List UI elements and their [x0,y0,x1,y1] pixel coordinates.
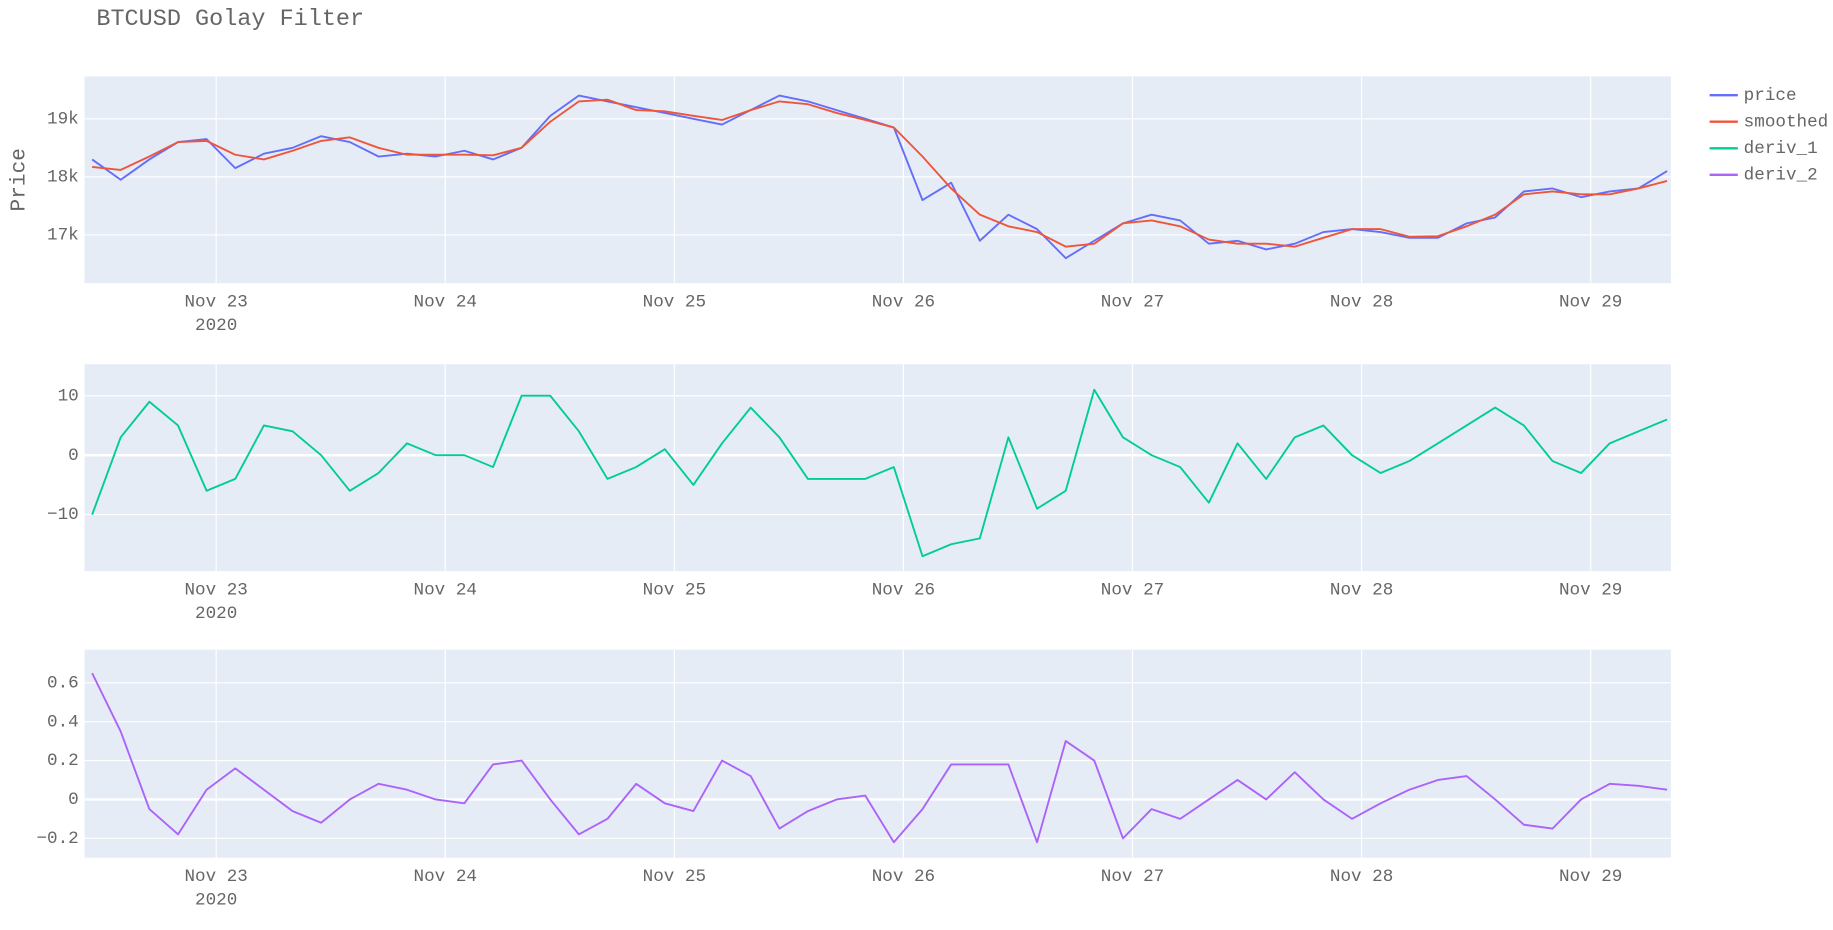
x-tick-label: Nov 24 [414,293,477,313]
x-tick-label: Nov 25 [643,580,706,600]
y-tick-label: −0.2 [36,829,78,849]
y-tick-label: 18k [47,168,79,188]
x-tick-label: Nov 29 [1559,580,1622,600]
x-tick-label: Nov 27 [1101,580,1164,600]
x-tick-label: Nov 23 [184,867,247,887]
x-tick-label: Nov 23 [184,580,247,600]
plot-background [84,649,1671,858]
legend-label: price [1744,86,1797,106]
y-tick-label: 0 [68,446,79,466]
y-tick-label: 19k [47,109,79,129]
x-tick-label: Nov 29 [1559,293,1622,313]
x-tick-label: Nov 26 [872,867,935,887]
y-tick-label: 10 [58,386,79,406]
x-tick-label: Nov 28 [1330,867,1393,887]
y-tick-label: 0 [68,790,79,810]
x-tick-year: 2020 [195,604,237,624]
y-tick-label: 17k [47,226,79,246]
series-line [92,98,1668,248]
legend-label: smoothed [1744,112,1829,132]
x-tick-label: Nov 27 [1101,867,1164,887]
series-line [91,388,1668,558]
y-tick-label: 0.4 [47,712,79,732]
x-tick-label: Nov 24 [414,867,477,887]
x-tick-label: Nov 29 [1559,867,1622,887]
y-tick-label: 0.2 [47,751,79,771]
x-tick-label: Nov 27 [1101,293,1164,313]
plot-background [84,364,1671,572]
x-tick-label: Nov 25 [643,293,706,313]
x-tick-label: Nov 28 [1330,293,1393,313]
x-tick-year: 2020 [195,316,237,336]
x-tick-year: 2020 [195,891,237,911]
y-tick-label: 0.6 [47,673,79,693]
legend-label: deriv_1 [1744,139,1818,159]
series-line [91,672,1668,844]
x-tick-label: Nov 25 [643,867,706,887]
x-tick-label: Nov 26 [872,580,935,600]
y-tick-label: −10 [47,505,79,525]
figure-title: BTCUSD Golay Filter [96,6,364,33]
plot-background [84,76,1671,284]
legend-label: deriv_2 [1744,165,1818,185]
y-axis-label: Price [7,148,31,211]
x-tick-label: Nov 28 [1330,580,1393,600]
x-tick-label: Nov 26 [872,293,935,313]
x-tick-label: Nov 24 [414,580,477,600]
x-tick-label: Nov 23 [184,293,247,313]
